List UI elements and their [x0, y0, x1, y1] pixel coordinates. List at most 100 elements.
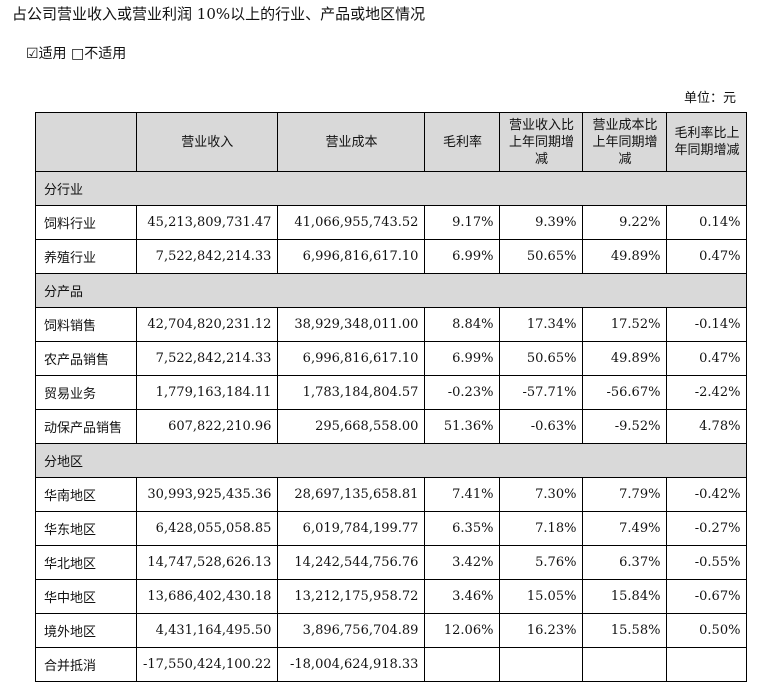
table-cell: 16.23%: [499, 613, 584, 648]
applicable-label: 适用: [38, 46, 67, 62]
table-cell: 607,822,210.96: [135, 409, 279, 444]
table-cell: [499, 647, 584, 682]
table-cell: -0.42%: [666, 477, 748, 512]
table-row: 饲料销售 42,704,820,231.12 38,929,348,011.00 8.…: [35, 307, 748, 342]
unchecked-checkbox-icon: □: [71, 46, 85, 62]
section-row: 分行业: [34, 171, 748, 206]
table-row: 农产品销售 7,522,842,214.33 6,996,816,617.10 6.9…: [35, 341, 748, 376]
row-label: 动保产品销售: [35, 409, 137, 444]
table-cell: 17.34%: [499, 307, 584, 342]
table-cell: [424, 647, 501, 682]
checked-checkbox-icon: ☑: [26, 46, 39, 62]
table-cell: -0.27%: [666, 511, 748, 546]
header-cell: 毛利率: [424, 112, 501, 172]
table-cell: 7.41%: [424, 477, 501, 512]
table-cell: -17,550,424,100.22: [135, 647, 279, 682]
table-row: 饲料行业 45,213,809,731.47 41,066,955,743.52 9.…: [35, 205, 748, 240]
table-cell: 6.37%: [582, 545, 668, 580]
table-cell: 295,668,558.00: [277, 409, 426, 444]
row-label: 华中地区: [35, 579, 137, 614]
row-label: 贸易业务: [35, 375, 137, 410]
section-row: 分地区: [34, 443, 748, 478]
table-cell: 0.47%: [666, 239, 748, 274]
table-row: 动保产品销售 607,822,210.96 295,668,558.00 51.36%…: [35, 409, 748, 444]
table-cell: 8.84%: [424, 307, 501, 342]
table-cell: 50.65%: [499, 341, 584, 376]
section-row: 分产品: [34, 273, 748, 308]
table-cell: -57.71%: [499, 375, 584, 410]
table-cell: -0.23%: [424, 375, 501, 410]
row-label: 境外地区: [35, 613, 137, 648]
table-cell: [666, 647, 748, 682]
table-row: 合并抵消 -17,550,424,100.22 -18,004,624,918.33: [35, 647, 748, 682]
table-cell: 28,697,135,658.81: [277, 477, 426, 512]
table-cell: 5.76%: [499, 545, 584, 580]
table-cell: -18,004,624,918.33: [277, 647, 426, 682]
table-cell: 7.79%: [582, 477, 668, 512]
section-label: 分产品: [34, 273, 748, 308]
table-cell: 6,996,816,617.10: [277, 239, 426, 274]
table-cell: -2.42%: [666, 375, 748, 410]
row-label: 养殖行业: [35, 239, 137, 274]
table-cell: 3,896,756,704.89: [277, 613, 426, 648]
table-cell: 41,066,955,743.52: [277, 205, 426, 240]
header-cell: 营业成本: [277, 112, 426, 172]
table-cell: [582, 647, 668, 682]
header-cell: 营业成本比上年同期增减: [582, 112, 668, 172]
table-row: 贸易业务 1,779,163,184.11 1,783,184,804.57 -0.2…: [35, 375, 748, 410]
table-cell: 38,929,348,011.00: [277, 307, 426, 342]
page-title: 占公司营业收入或营业利润 10%以上的行业、产品或地区情况: [12, 5, 426, 23]
table-cell: -56.67%: [582, 375, 668, 410]
table-cell: 14,747,528,626.13: [135, 545, 279, 580]
table-cell: -0.14%: [666, 307, 748, 342]
table-cell: 6,428,055,058.85: [135, 511, 279, 546]
table-header-row: 营业收入 营业成本 毛利率 营业收入比上年同期增减 营业成本比上年同期增减 毛利…: [35, 112, 748, 172]
row-label: 农产品销售: [35, 341, 137, 376]
table-cell: 7.18%: [499, 511, 584, 546]
table-cell: -0.55%: [666, 545, 748, 580]
table-cell: 50.65%: [499, 239, 584, 274]
table-cell: 42,704,820,231.12: [135, 307, 279, 342]
header-cell: 营业收入: [135, 112, 279, 172]
table-cell: 7,522,842,214.33: [135, 239, 279, 274]
table-cell: 9.22%: [582, 205, 668, 240]
table-cell: 9.17%: [424, 205, 501, 240]
table-row: 华南地区 30,993,925,435.36 28,697,135,658.81 7.…: [35, 477, 748, 512]
table-cell: 4.78%: [666, 409, 748, 444]
table-cell: 0.47%: [666, 341, 748, 376]
section-label: 分地区: [34, 443, 748, 478]
header-cell: [35, 112, 137, 172]
table-cell: 3.46%: [424, 579, 501, 614]
table-row: 境外地区 4,431,164,495.50 3,896,756,704.89 12.0…: [35, 613, 748, 648]
table-row: 养殖行业 7,522,842,214.33 6,996,816,617.10 6.99…: [35, 239, 748, 274]
table-cell: 6.99%: [424, 341, 501, 376]
table-cell: 13,212,175,958.72: [277, 579, 426, 614]
row-label: 华南地区: [35, 477, 137, 512]
row-label: 合并抵消: [35, 647, 137, 682]
table-cell: 30,993,925,435.36: [135, 477, 279, 512]
table-cell: 6,019,784,199.77: [277, 511, 426, 546]
table-cell: 17.52%: [582, 307, 668, 342]
row-label: 华北地区: [35, 545, 137, 580]
table-body: 分行业 饲料行业 45,213,809,731.47 41,066,955,743.5…: [34, 171, 748, 682]
table-cell: 1,783,184,804.57: [277, 375, 426, 410]
table-cell: 6.35%: [424, 511, 501, 546]
table-cell: 49.89%: [582, 239, 668, 274]
row-label: 华东地区: [35, 511, 137, 546]
table-cell: 7.30%: [499, 477, 584, 512]
revenue-breakdown-table: 营业收入 营业成本 毛利率 营业收入比上年同期增减 营业成本比上年同期增减 毛利…: [34, 112, 748, 682]
header-cell: 毛利率比上年同期增减: [666, 112, 748, 172]
table-cell: 0.14%: [666, 205, 748, 240]
header-cell: 营业收入比上年同期增减: [499, 112, 584, 172]
table-cell: -0.67%: [666, 579, 748, 614]
table-cell: 0.50%: [666, 613, 748, 648]
table-cell: 6,996,816,617.10: [277, 341, 426, 376]
table-cell: -9.52%: [582, 409, 668, 444]
row-label: 饲料销售: [35, 307, 137, 342]
table-cell: 6.99%: [424, 239, 501, 274]
table-cell: 45,213,809,731.47: [135, 205, 279, 240]
applicability-row: ☑适用 □不适用: [26, 43, 126, 63]
table-cell: 9.39%: [499, 205, 584, 240]
table-cell: 15.84%: [582, 579, 668, 614]
table-cell: 3.42%: [424, 545, 501, 580]
